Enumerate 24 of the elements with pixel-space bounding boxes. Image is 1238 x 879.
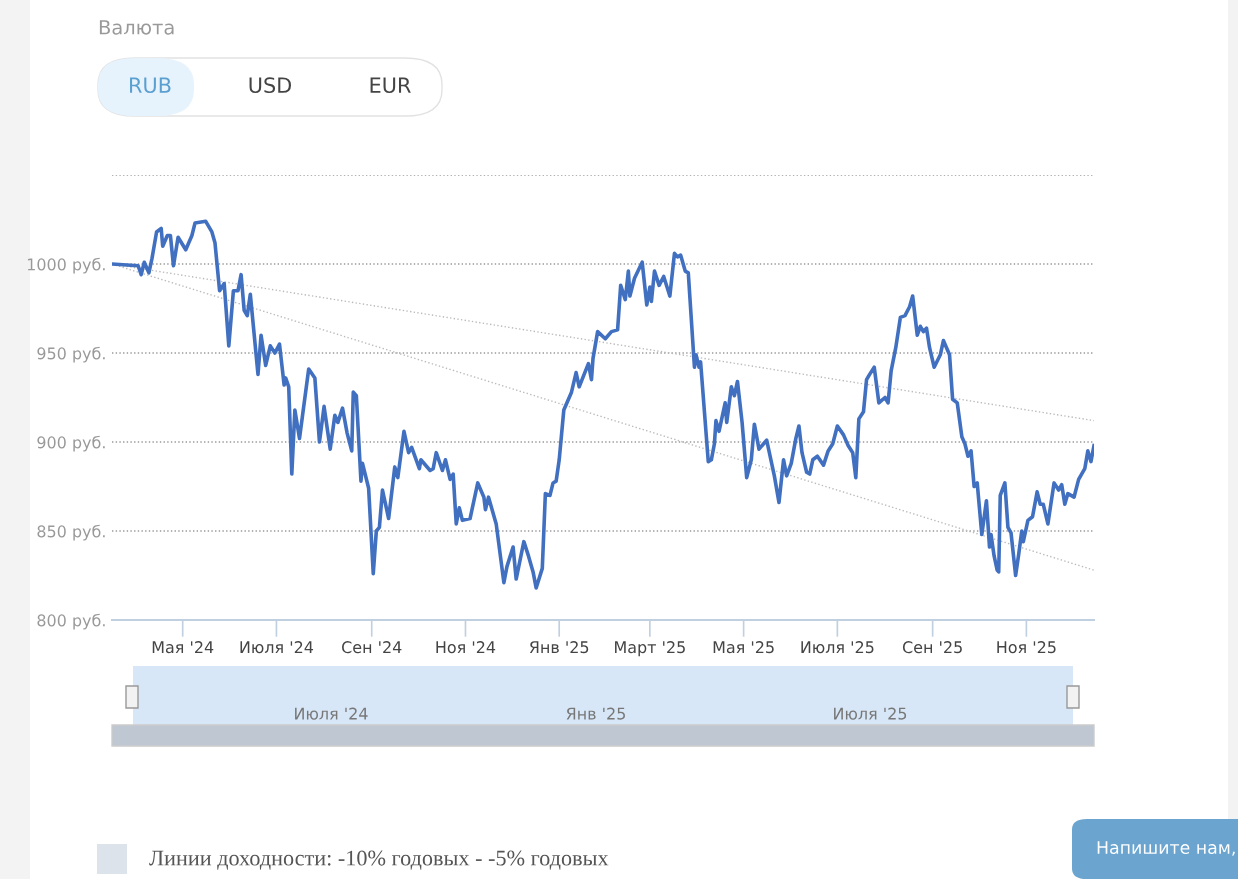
y-tick-label: 800 руб. <box>37 613 105 630</box>
text: EUR <box>370 77 411 94</box>
y-tick-label: 850 руб. <box>37 524 105 541</box>
x-tick-label: Сен '25 <box>902 641 962 654</box>
x-tick-label: Ноя '25 <box>997 641 1056 654</box>
text: Июля '25 <box>834 707 907 720</box>
x-tick-label: Ноя '24 <box>436 641 496 654</box>
text: Июля '24 <box>295 707 368 720</box>
y-tick-label: 950 руб. <box>37 346 105 363</box>
x-tick-label: Мая '24 <box>152 641 214 654</box>
x-tick-label: Янв '25 <box>529 641 589 654</box>
x-tick-label: Июля '24 <box>240 641 314 654</box>
x-tick-label: Март '25 <box>615 641 685 657</box>
text: Валюта <box>99 20 174 35</box>
x-tick-label: Мая '25 <box>713 641 774 654</box>
text: Линии доходности: -10% годовых - -5% годовых <box>149 850 609 870</box>
text: Янв '25 <box>566 707 625 720</box>
x-tick-label: Июля '25 <box>801 641 874 654</box>
text: USD <box>249 77 292 94</box>
text: RUB <box>130 77 171 94</box>
y-tick-label: 1000 руб. <box>27 257 105 274</box>
y-tick-label: 900 руб. <box>37 435 105 452</box>
text: Напишите нам, <box>1097 841 1235 856</box>
x-tick-label: Сен '24 <box>342 641 402 654</box>
